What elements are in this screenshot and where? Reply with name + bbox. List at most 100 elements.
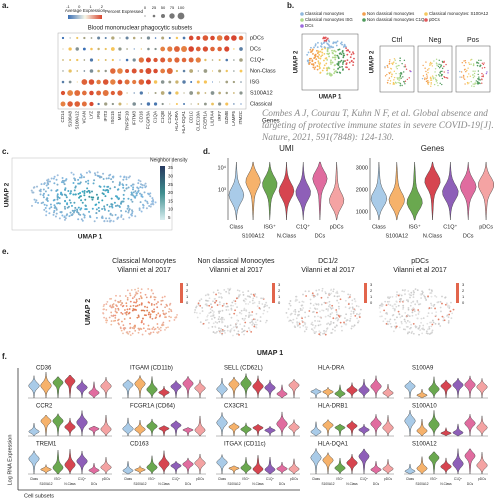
cell-point [482,63,485,66]
cell-point [126,298,129,301]
cell-point [466,81,469,84]
cell-point [221,316,223,319]
cell-point [107,191,110,194]
cell-point [55,190,58,193]
violin [358,448,370,475]
cell-point [428,68,430,70]
dot [118,47,122,51]
cell-point [122,186,125,189]
cell-point [341,290,344,293]
cell-point [106,185,109,188]
cell-point [212,291,215,294]
gene-title: HLA-DRB1 [318,404,348,410]
dot [202,46,209,52]
dot [195,57,201,63]
cell-point [393,309,396,312]
cell-point [393,58,396,60]
cell-point [138,207,141,210]
cell-point [76,208,79,211]
cell-point [447,316,450,319]
violin [194,415,206,437]
cell-point [304,311,307,314]
x-tick-label: S100A12 [242,233,265,239]
cell-point [345,66,347,69]
axis-title: UMAP 1 [257,350,283,357]
cell-point [266,310,269,313]
cell-point [441,295,443,298]
cell-point [251,299,254,302]
axis-title: UMAP 1 [319,95,342,101]
x-tick-label: ISG⁺ [430,477,437,481]
cell-point [39,188,42,191]
cell-point [145,296,148,299]
cell-point [134,190,137,193]
dot [89,90,94,96]
cell-point [396,78,399,80]
cell-point [142,203,145,206]
cell-point [348,61,351,64]
cell-point [385,312,388,314]
cell-point [219,318,222,321]
cell-point [247,303,250,305]
cell-point [333,72,336,75]
cell-point [480,59,482,61]
cell-point [304,290,307,293]
cell-point [119,326,122,329]
cell-point [64,199,67,202]
cell-point [427,82,429,84]
cell-point [150,295,152,298]
cell-point [356,317,358,320]
cell-point [33,198,36,201]
cell-point [67,205,70,208]
dot [117,68,123,74]
cell-point [61,214,64,217]
cell-point [476,65,479,67]
cell-point [135,309,137,311]
dot [160,80,165,84]
cell-point [389,71,392,73]
cell-point [220,296,223,298]
cell-point [117,318,120,321]
cell-point [410,332,413,334]
cell-point [34,201,37,204]
cell-point [129,334,132,336]
cell-point [217,310,220,313]
cell-point [428,307,431,309]
cell-point [65,214,68,217]
dot [154,47,157,51]
gene-title: S100A10 [412,404,437,410]
dot [138,79,145,85]
cell-point [294,311,297,313]
cell-point [105,319,107,322]
cell-point [73,209,76,212]
cell-point [423,328,425,331]
cell-point [331,328,334,331]
cell-point [429,76,432,79]
cell-point [240,312,243,315]
cell-point [324,291,327,293]
cell-point [398,79,400,82]
cell-point [387,303,390,306]
cell-point [379,304,381,307]
cell-point [425,73,428,75]
legend-swatch [362,12,366,16]
cell-point [72,182,75,185]
x-tick-label: C1Q⁺ [78,477,87,481]
cell-point [336,319,339,322]
cell-point [320,296,323,299]
cell-point [90,196,93,199]
cell-point [161,299,164,302]
cell-point [336,299,339,302]
panel-label: c. [2,147,9,156]
cell-point [252,302,254,305]
cell-point [210,303,212,306]
cell-point [151,317,154,320]
cell-point [230,316,233,319]
dot [76,36,79,40]
cell-point [322,67,325,70]
cell-point [53,204,56,207]
panel-subtitle: Vilanni et al 2017 [117,267,171,274]
cell-point [153,308,155,311]
cell-point [149,192,152,195]
dot [67,101,73,107]
